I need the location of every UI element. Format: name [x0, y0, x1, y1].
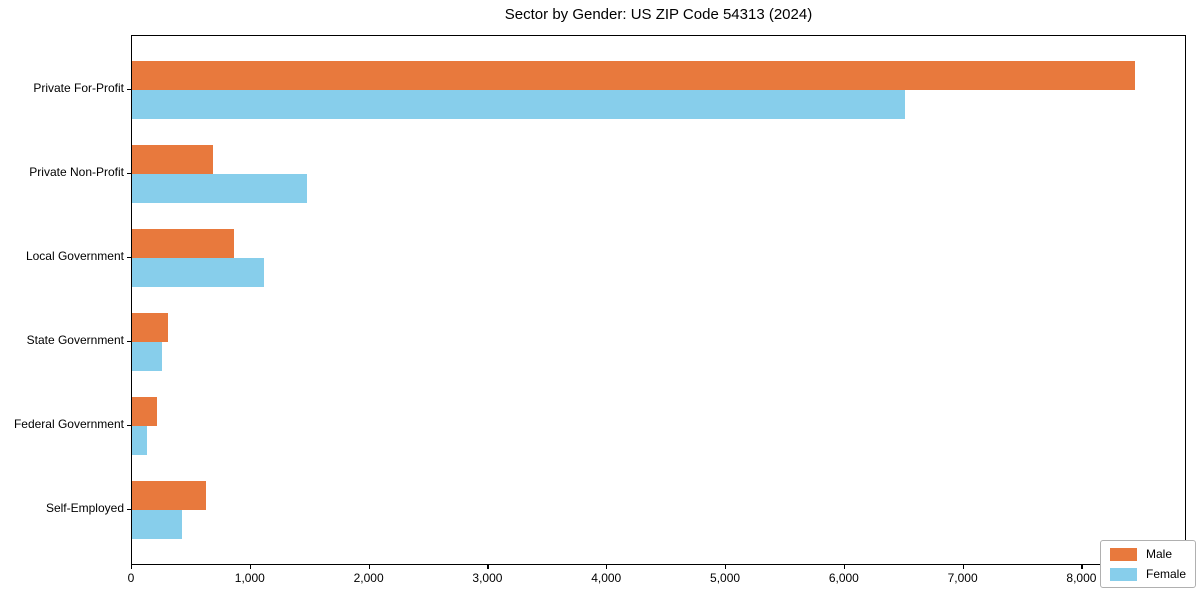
y-axis-label: State Government — [26, 333, 124, 347]
x-axis-tick — [962, 565, 964, 569]
x-axis-label: 8,000 — [1066, 571, 1097, 585]
bar-female-local-government — [132, 258, 264, 287]
bar-female-self-employed — [132, 510, 182, 539]
y-axis-tick — [127, 257, 131, 259]
x-axis-tick — [487, 565, 489, 569]
x-axis-label: 2,000 — [353, 571, 384, 585]
legend-swatch-male — [1109, 547, 1137, 561]
x-axis-label: 1,000 — [234, 571, 265, 585]
x-axis-tick — [606, 565, 608, 569]
legend-item-male: Male — [1109, 547, 1186, 561]
chart-title: Sector by Gender: US ZIP Code 54313 (202… — [504, 6, 813, 23]
x-axis-tick — [1081, 565, 1083, 569]
x-axis-label: 5,000 — [710, 571, 741, 585]
x-axis-tick — [368, 565, 370, 569]
bar-female-state-government — [132, 342, 162, 371]
y-axis-tick — [127, 509, 131, 511]
legend-label: Male — [1145, 547, 1172, 561]
y-axis-tick — [127, 173, 131, 175]
x-axis-label: 7,000 — [947, 571, 978, 585]
x-axis-tick — [725, 565, 727, 569]
plot-area — [131, 35, 1186, 565]
y-axis-tick — [127, 425, 131, 427]
x-axis-tick — [249, 565, 251, 569]
x-axis-tick — [131, 565, 133, 569]
bar-male-self-employed — [132, 481, 207, 510]
y-axis-label: Local Government — [25, 249, 124, 263]
legend-item-female: Female — [1109, 567, 1186, 581]
x-axis-tick — [843, 565, 846, 569]
x-axis-label: 6,000 — [828, 571, 859, 585]
legend-label: Female — [1145, 567, 1186, 581]
y-axis-tick — [127, 341, 131, 343]
bar-male-private-for-profit — [132, 61, 1135, 90]
bar-male-private-non-profit — [132, 145, 213, 174]
legend: Male Female — [1099, 540, 1196, 588]
y-axis-tick — [127, 89, 131, 91]
y-axis-label: Self-Employed — [45, 501, 124, 515]
bar-male-local-government — [132, 229, 235, 258]
bar-female-private-non-profit — [132, 174, 307, 203]
bar-female-private-for-profit — [132, 90, 906, 119]
legend-swatch-female — [1109, 567, 1137, 581]
x-axis-label: 0 — [127, 571, 135, 585]
bar-male-state-government — [132, 313, 169, 342]
y-axis-label: Federal Government — [13, 417, 124, 431]
bar-male-federal-government — [132, 397, 157, 426]
y-axis-label: Private For-Profit — [33, 81, 124, 95]
x-axis-label: 3,000 — [472, 571, 503, 585]
y-axis-label: Private Non-Profit — [29, 165, 124, 179]
x-axis-label: 4,000 — [591, 571, 622, 585]
bar-female-federal-government — [132, 426, 147, 455]
